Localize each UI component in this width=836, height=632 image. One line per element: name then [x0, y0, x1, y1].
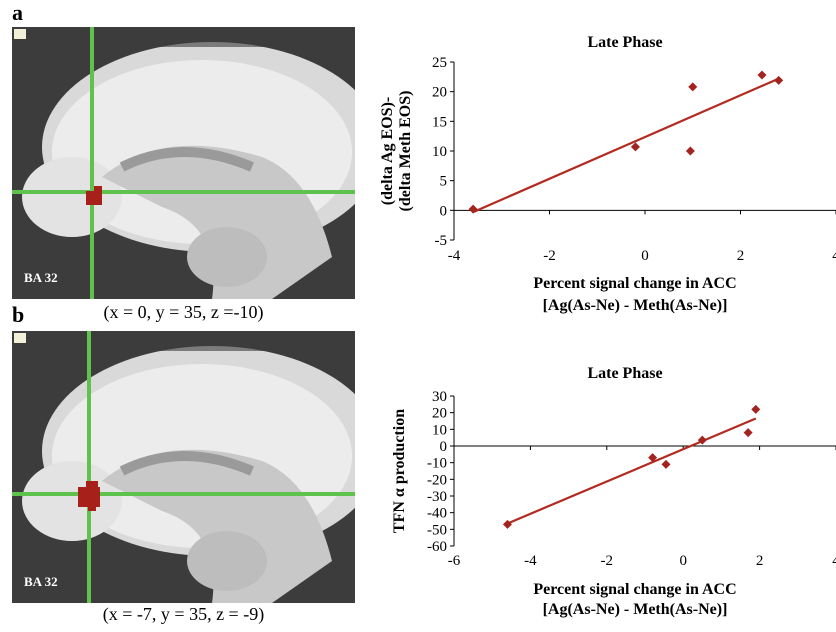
coordinates-a: (x = 0, y = 35, z =-10)	[103, 302, 264, 322]
brain-slice-a	[12, 27, 355, 299]
x-tick-label: 4	[832, 553, 836, 569]
y-tick-label: -30	[427, 489, 447, 505]
x-tick-label: 2	[737, 248, 745, 264]
chart-title: Late Phase	[587, 34, 662, 51]
y-tick-label: 20	[432, 85, 447, 101]
x-axis-label-line2: [Ag(As-Ne) - Meth(As-Ne)]	[543, 297, 728, 314]
x-tick-label: -2	[543, 248, 556, 264]
x-axis-label: Percent signal change in ACC	[533, 275, 736, 292]
data-point	[661, 459, 671, 469]
y-tick-label: -50	[427, 522, 447, 538]
x-axis-label-line2: [Ag(As-Ne) - Meth(As-Ne)]	[543, 601, 728, 618]
data-point	[774, 75, 784, 85]
y-tick-label: -20	[427, 472, 447, 488]
trend-line	[507, 417, 757, 525]
data-point	[688, 82, 698, 92]
y-tick-label: 10	[432, 144, 447, 160]
x-axis-label: Percent signal change in ACC	[533, 581, 736, 598]
panel-letter-a: a	[12, 0, 23, 25]
chart-title: Late Phase	[587, 365, 662, 382]
data-point	[502, 519, 512, 529]
y-tick-label: 5	[440, 174, 448, 190]
y-tick-label: 0	[440, 439, 448, 455]
x-tick-label: -4	[448, 248, 461, 264]
scatter-chart-a: Late Phase -5 0 5 10 15 20 25 -4 -2 0 2 4 Percent sig…	[379, 34, 836, 314]
y-tick-label: 15	[432, 114, 447, 130]
data-point	[743, 428, 753, 438]
coordinates-b: (x = -7, y = 35, z = -9)	[102, 604, 265, 624]
y-tick-label: -5	[435, 233, 448, 249]
y-tick-label: 10	[432, 422, 447, 438]
corner-marker	[14, 333, 26, 343]
brain-region-label-b: BA 32	[24, 574, 58, 589]
brain-image-a: BA 32	[12, 27, 355, 299]
x-tick-label: 0	[679, 553, 687, 569]
y-axis-label: TFN α production	[391, 409, 408, 533]
x-tick-label: 2	[756, 553, 764, 569]
x-tick-label: 0	[641, 248, 649, 264]
y-tick-label: 20	[432, 406, 447, 422]
x-tick-label: -2	[601, 553, 614, 569]
data-point	[757, 70, 767, 80]
brain-image-b: BA 32	[12, 331, 355, 603]
y-tick-label: -40	[427, 506, 447, 522]
y-tick-label: -60	[427, 539, 447, 555]
y-tick-label: 30	[432, 389, 447, 405]
data-point	[685, 146, 695, 156]
data-point	[468, 204, 478, 214]
y-axis-label-line2: (delta Meth EOS)	[397, 91, 414, 212]
x-tick-label: -4	[524, 553, 537, 569]
corner-marker	[14, 29, 26, 39]
brain-slice-b	[12, 331, 355, 603]
x-tick-label: 4	[832, 248, 836, 264]
y-tick-label: 25	[432, 55, 447, 71]
trend-line	[472, 77, 780, 214]
data-point	[751, 404, 761, 414]
data-point	[648, 453, 658, 463]
data-point	[697, 435, 707, 445]
y-tick-label: -10	[427, 456, 447, 472]
data-point	[630, 142, 640, 152]
y-axis-label: (delta Ag EOS)-	[379, 97, 396, 205]
x-tick-label: -6	[448, 553, 461, 569]
y-tick-label: 0	[440, 203, 448, 219]
panel-letter-b: b	[12, 302, 25, 327]
brain-region-label-a: BA 32	[24, 270, 58, 285]
